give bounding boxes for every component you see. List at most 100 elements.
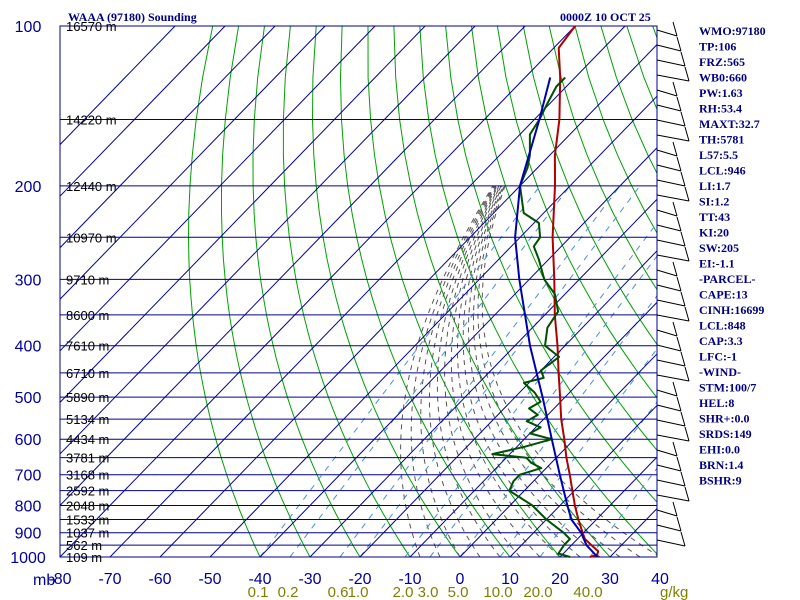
wind-barb-flag bbox=[680, 531, 686, 547]
dry-adiabat bbox=[187, 26, 261, 557]
sounding-index: CAP:3.3 bbox=[699, 334, 743, 348]
pressure-unit-label: mb bbox=[33, 572, 55, 589]
wind-barb-flag bbox=[676, 456, 682, 472]
temperature-tick-label: -20 bbox=[348, 571, 371, 588]
height-label: 3781 m bbox=[66, 451, 109, 466]
isotherm bbox=[259, 147, 657, 557]
sounding-index: SRDS:149 bbox=[699, 427, 752, 441]
series-parcel bbox=[514, 77, 599, 558]
temperature-tick-label: -50 bbox=[198, 571, 221, 588]
pressure-label: 500 bbox=[15, 390, 42, 407]
height-label: 1533 m bbox=[66, 513, 109, 528]
dry-adiabat bbox=[393, 26, 611, 557]
wind-barb bbox=[656, 44, 682, 52]
mixing-ratio-line bbox=[539, 401, 657, 557]
wind-barb-flag bbox=[676, 516, 682, 532]
wind-barb-flag bbox=[672, 21, 678, 37]
valid-time: 0000Z 10 OCT 25 bbox=[560, 10, 651, 24]
wind-barb bbox=[656, 434, 690, 442]
wind-barb bbox=[656, 389, 678, 397]
wind-barb-flag bbox=[676, 156, 682, 172]
wind-barb bbox=[656, 494, 690, 502]
sounding-index: FRZ:565 bbox=[699, 55, 745, 69]
wind-barb bbox=[656, 374, 690, 382]
height-label: 4434 m bbox=[66, 432, 109, 447]
wind-barb bbox=[656, 269, 678, 277]
pressure-label: 900 bbox=[15, 526, 42, 543]
isotherm bbox=[109, 26, 626, 557]
isotherm bbox=[209, 95, 657, 557]
wind-barb-flag bbox=[680, 471, 686, 487]
wind-barb bbox=[656, 509, 678, 517]
wind-barb-flag bbox=[672, 81, 678, 97]
wind-barb bbox=[656, 449, 678, 457]
height-label: 7610 m bbox=[66, 339, 109, 354]
sounding-index: EI:-1.1 bbox=[699, 257, 735, 271]
mixing-ratio-label: 0.1 bbox=[248, 584, 269, 600]
pressure-label: 200 bbox=[15, 179, 42, 196]
wind-barb-flag bbox=[684, 246, 690, 262]
sounding-index: CINH:16699 bbox=[699, 303, 764, 317]
sounding-index: LFC:-1 bbox=[699, 350, 737, 364]
sounding-index: SW:205 bbox=[699, 241, 739, 255]
grid-lines bbox=[59, 25, 658, 558]
temperature-tick-label: -10 bbox=[398, 571, 421, 588]
isotherm bbox=[60, 26, 376, 352]
wind-barb bbox=[656, 344, 682, 352]
height-label: 6710 m bbox=[66, 366, 109, 381]
wind-barb-flag bbox=[684, 66, 690, 82]
mixing-ratio-line bbox=[339, 185, 621, 557]
wind-barb-flag bbox=[680, 171, 686, 187]
wind-barb bbox=[656, 329, 678, 337]
wind-barb bbox=[656, 239, 686, 247]
height-label: 12440 m bbox=[66, 179, 117, 194]
pressure-label: 300 bbox=[15, 272, 42, 289]
sounding-index: STM:100/7 bbox=[699, 381, 756, 395]
height-label: 2048 m bbox=[66, 499, 109, 514]
wind-barb bbox=[656, 179, 686, 187]
dry-adiabat bbox=[282, 26, 411, 557]
wind-barb bbox=[656, 464, 682, 472]
isotherm bbox=[359, 250, 657, 557]
height-label: 14220 m bbox=[66, 113, 117, 128]
sounding-index: BSHR:9 bbox=[699, 474, 742, 488]
temperature-tick-label: 40 bbox=[651, 571, 669, 588]
mixing-ratio-label: 20.0 bbox=[523, 584, 552, 600]
sounding-index: TP:106 bbox=[699, 40, 736, 54]
sounding-index: CAPE:13 bbox=[699, 288, 748, 302]
wind-barb-flag bbox=[680, 351, 686, 367]
wind-barb-flag bbox=[672, 321, 678, 337]
wind-barb-flag bbox=[684, 126, 690, 142]
temperature-tick-label: 10 bbox=[501, 571, 519, 588]
height-label: 3168 m bbox=[66, 468, 109, 483]
wind-barb-flag bbox=[680, 411, 686, 427]
temperature-tick-label: -70 bbox=[98, 571, 121, 588]
wind-barb bbox=[656, 539, 686, 547]
mixing-ratio-label: 3.0 bbox=[418, 584, 439, 600]
wind-barb-flag bbox=[672, 261, 678, 277]
isotherm bbox=[60, 26, 226, 197]
wind-barb-flag bbox=[676, 336, 682, 352]
wind-barb-flag bbox=[672, 381, 678, 397]
wind-barb bbox=[656, 419, 686, 427]
mixing-ratio-line bbox=[404, 222, 657, 557]
dry-adiabat bbox=[782, 26, 800, 557]
isotherm bbox=[60, 26, 426, 404]
wind-barb bbox=[656, 284, 682, 292]
mixing-ratio-label: 2.0 bbox=[393, 584, 414, 600]
sounding-index: WB0:660 bbox=[699, 71, 747, 85]
mixing-ratio-label: 0.2 bbox=[278, 584, 299, 600]
isotherm bbox=[60, 26, 176, 146]
temperature-tick-label: 20 bbox=[551, 571, 569, 588]
temperature-tick-label: -80 bbox=[48, 571, 71, 588]
wind-barb-flag bbox=[676, 96, 682, 112]
wind-barb-flag bbox=[684, 306, 690, 322]
sounding-index: -WIND- bbox=[699, 365, 741, 379]
isotherm bbox=[159, 43, 657, 557]
sounding-index: RH:53.4 bbox=[699, 102, 742, 116]
sounding-index: TT:43 bbox=[699, 210, 730, 224]
sounding-index: LCL:848 bbox=[699, 319, 746, 333]
sounding-index: -PARCEL- bbox=[699, 272, 755, 286]
